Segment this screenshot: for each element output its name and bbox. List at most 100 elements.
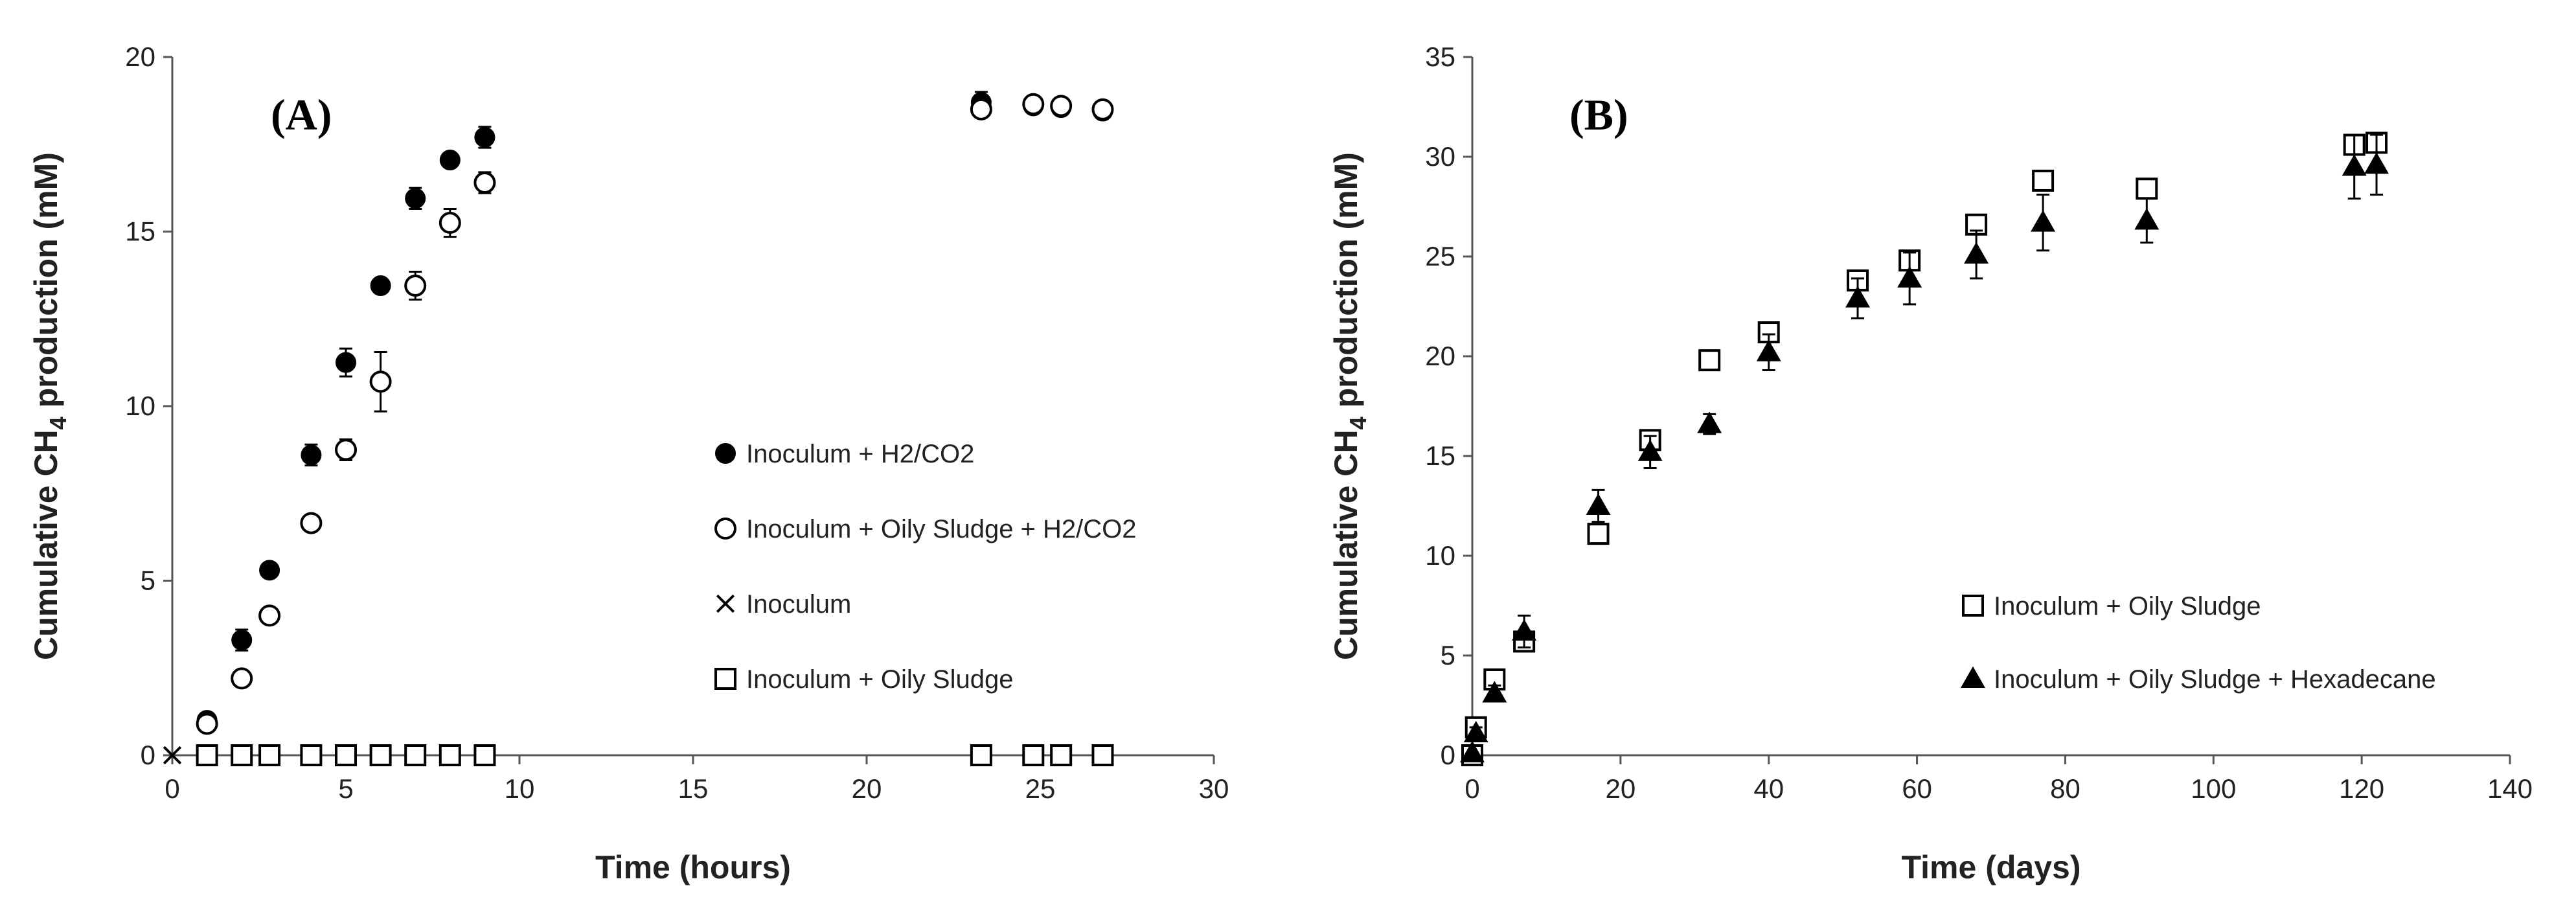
y-tick-label: 20 [1425,341,1455,371]
x-tick-label: 10 [505,773,535,804]
data-point [1460,740,1485,762]
x-tick-label: 25 [1025,773,1056,804]
x-tick-label: 40 [1753,773,1784,804]
x-tick-label: 80 [2050,773,2080,804]
data-point [1586,493,1611,515]
data-point [1022,744,1045,766]
legend-label: Inoculum + Oily Sludge [1994,592,2261,621]
x-tick-label: 120 [2339,773,2384,804]
y-tick-label: 5 [1441,640,1455,670]
y-tick-label: 15 [1425,440,1455,471]
y-axis-title-suffix: production (mM) [28,152,64,416]
x-tick-label: 15 [678,773,709,804]
series-1 [1460,133,2389,762]
data-point [473,744,496,766]
x-tick-label: 20 [1605,773,1636,804]
data-point [1512,619,1537,641]
y-axis-title-suffix: production (mM) [1328,152,1364,416]
data-point [163,746,182,765]
data-point [1637,439,1663,461]
y-axis-title-subscript: 4 [1345,416,1371,429]
data-point [301,444,322,466]
x-tick-label: 30 [1199,773,1229,804]
data-point [231,630,253,651]
data-point [336,352,356,373]
data-point [258,744,281,766]
panel-label-b: (B) [1569,90,1628,139]
data-point [439,150,461,171]
y-tick-label: 15 [125,216,155,247]
data-point [196,744,218,766]
data-point [300,744,323,766]
legend-marker [1962,595,1984,617]
panel-label-a: (A) [271,90,332,139]
data-point [258,604,281,627]
data-point [1697,411,1722,433]
data-point [970,744,992,766]
legend-label: Inoculum + H2/CO2 [746,440,974,468]
data-point [1587,523,1610,545]
data-point [369,370,392,393]
data-point [1845,286,1871,308]
x-axis-title: Time (days) [1902,849,2081,885]
legend: Inoculum + H2/CO2 Inoculum + Oily Sludge … [714,440,1137,694]
x-tick-label: 0 [165,773,179,804]
data-point [1091,98,1114,120]
data-point [1463,720,1488,743]
y-tick-label: 10 [125,391,155,421]
data-point [259,560,280,581]
data-point [2134,208,2160,230]
legend-marker [714,518,736,540]
y-tick-label: 5 [141,565,155,596]
legend: Inoculum + Oily Sludge Inoculum + Oily Sl… [1961,592,2436,694]
data-point [404,275,427,297]
data-point [370,275,391,297]
x-tick-label: 100 [2191,773,2236,804]
y-axis-title-subscript: 4 [45,416,71,429]
y-tick-label: 0 [1441,740,1455,770]
x-axis-title: Time (hours) [595,849,791,885]
data-point [300,512,323,534]
data-point [231,667,253,690]
x-tick-label: 140 [2487,773,2533,804]
x-tick-label: 60 [1902,773,1932,804]
series-0 [196,91,1113,731]
data-point [1050,744,1073,766]
data-point [2032,169,2055,192]
y-tick-label: 30 [1425,141,1455,172]
y-axis-title-main: Cumulative CH [28,429,64,660]
y-tick-label: 25 [1425,241,1455,271]
data-point [474,126,496,148]
legend-label: Inoculum [746,590,851,619]
data-point [473,172,496,194]
data-point [2031,210,2056,232]
legend-marker [714,668,736,690]
data-point [405,188,426,209]
data-point [404,744,427,766]
data-point [335,744,357,766]
y-tick-label: 20 [125,41,155,72]
legend-marker [716,594,735,613]
y-tick-label: 35 [1425,41,1455,72]
y-tick-label: 10 [1425,540,1455,571]
y-tick-label: 0 [141,740,155,770]
chart-panel-a: (A) 0 5 10 15 20 0 5 10 15 20 25 30 Time (hours) Cumu… [28,41,1229,885]
data-point [1022,93,1045,115]
legend-label: Inoculum + Oily Sludge + H2/CO2 [746,515,1137,543]
x-tick-label: 0 [1465,773,1479,804]
y-axis-title: Cumulative CH4 production (mM) [28,152,71,660]
data-point [439,212,461,234]
legend-label: Inoculum + Oily Sludge + Hexadecane [1994,665,2436,694]
data-point [2364,152,2389,174]
legend-marker [715,443,736,464]
data-point [1050,95,1073,117]
data-point [2342,154,2367,176]
y-axis-title: Cumulative CH4 production (mM) [1328,152,1371,660]
chart-panel-b: (B) 0 5 10 15 20 25 30 35 0 20 40 60 80 100 120 140 Time… [1328,41,2533,885]
data-point [1482,681,1507,703]
data-point [1698,349,1721,372]
data-point [1964,242,1989,264]
x-tick-label: 5 [338,773,353,804]
legend-label: Inoculum + Oily Sludge [746,665,1013,694]
